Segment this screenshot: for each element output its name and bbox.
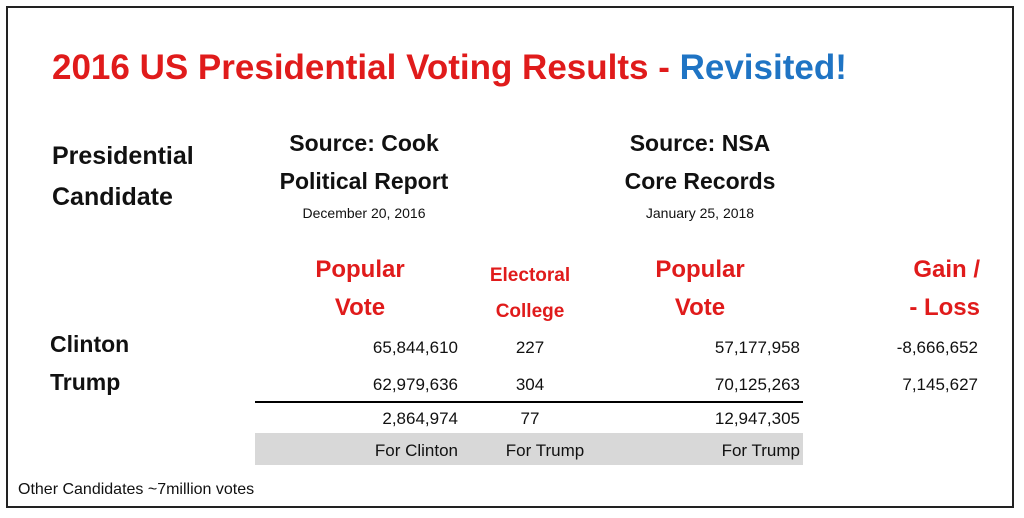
- candidate-clinton: Clinton: [50, 331, 130, 357]
- clinton-gain: -8,666,652: [896, 338, 978, 357]
- source2-header: Source: NSA Core Records: [590, 124, 810, 200]
- page-title: 2016 US Presidential Voting Results - Re…: [52, 48, 847, 88]
- trump-popular2: 70,125,263: [714, 375, 800, 394]
- source2-line2: Core Records: [624, 168, 776, 194]
- title-main: 2016 US Presidential Voting Results -: [52, 48, 680, 87]
- total-popular2: 12,947,305: [714, 409, 800, 428]
- candidate-column-header: Presidential Candidate: [52, 136, 194, 218]
- popular1-line2: Vote: [334, 294, 386, 321]
- electoral-line1: Electoral: [489, 265, 571, 286]
- source2-line1: Source: NSA: [629, 130, 771, 156]
- trump-popular1: 62,979,636: [372, 375, 458, 394]
- source2-date: January 25, 2018: [645, 205, 755, 221]
- electoral-line2: College: [495, 301, 565, 322]
- winner-popular1: For Clinton: [374, 441, 458, 460]
- popular2-line1: Popular: [655, 256, 745, 283]
- document-frame: [6, 6, 1014, 508]
- source1-line2: Political Report: [279, 168, 449, 194]
- winner-popular2: For Trump: [721, 441, 800, 460]
- winner-electoral: For Trump: [505, 441, 585, 460]
- footnote: Other Candidates ~7million votes: [18, 481, 255, 498]
- clinton-popular1: 65,844,610: [372, 338, 458, 357]
- totals-divider: [255, 401, 803, 403]
- popular-vote-header-2: Popular Vote: [640, 251, 760, 327]
- source1-line1: Source: Cook: [289, 130, 439, 156]
- popular1-line1: Popular: [315, 256, 405, 283]
- total-electoral: 77: [520, 409, 540, 428]
- source1-header: Source: Cook Political Report: [255, 124, 473, 200]
- trump-gain: 7,145,627: [902, 375, 978, 394]
- clinton-electoral: 227: [515, 338, 545, 357]
- clinton-popular2: 57,177,958: [714, 338, 800, 357]
- candidate-header-line1: Presidential: [52, 142, 194, 170]
- popular-vote-header-1: Popular Vote: [300, 251, 420, 327]
- title-highlight: Revisited!: [679, 48, 847, 87]
- electoral-college-header: Electoral College: [470, 258, 590, 330]
- winner-band: [255, 433, 803, 465]
- gain-line1: Gain /: [913, 256, 980, 283]
- total-popular1: 2,864,974: [382, 409, 458, 428]
- source1-date: December 20, 2016: [302, 205, 426, 221]
- gain-loss-header: Gain / - Loss: [830, 251, 980, 327]
- popular2-line2: Vote: [674, 294, 726, 321]
- candidate-header-line2: Candidate: [52, 183, 173, 211]
- gain-line2: - Loss: [909, 294, 980, 321]
- trump-electoral: 304: [515, 375, 545, 394]
- candidate-trump: Trump: [50, 369, 121, 395]
